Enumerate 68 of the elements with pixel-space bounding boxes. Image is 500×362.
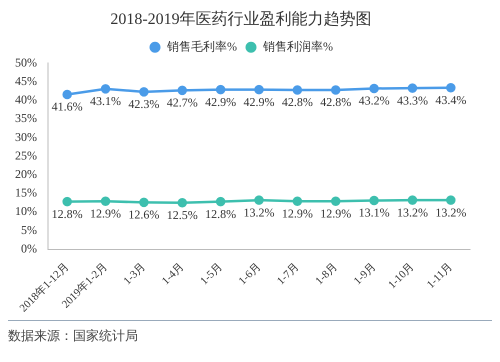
point: [254, 195, 264, 205]
data-label: 43.2%: [358, 94, 390, 108]
data-label: 12.8%: [205, 206, 236, 221]
data-label: 43.1%: [90, 94, 122, 108]
point: [330, 85, 340, 95]
x-tick-label: 1-4月: [160, 260, 186, 288]
data-label: 13.2%: [396, 205, 428, 220]
source-note: 数据来源：国家统计局: [8, 327, 139, 345]
y-tick-label: 50%: [14, 55, 37, 70]
point: [408, 195, 418, 205]
point: [178, 198, 188, 208]
data-label: 43.4%: [435, 92, 466, 107]
point: [254, 84, 264, 94]
y-tick-label: 45%: [14, 74, 37, 88]
y-tick-label: 20%: [14, 167, 37, 182]
point: [292, 85, 302, 95]
data-label: 42.9%: [205, 94, 236, 109]
point: [216, 196, 226, 206]
data-label: 12.9%: [320, 206, 352, 220]
data-label: 12.5%: [166, 208, 198, 222]
point: [408, 83, 418, 93]
data-label: 13.1%: [358, 206, 390, 220]
y-tick-label: 25%: [14, 148, 37, 162]
y-tick-label: 5%: [20, 222, 37, 237]
point: [62, 90, 72, 100]
point: [369, 84, 379, 94]
point: [446, 83, 456, 93]
point: [369, 196, 379, 206]
data-label: 12.8%: [52, 206, 83, 221]
y-tick-label: 10%: [14, 204, 37, 218]
data-label: 13.2%: [435, 205, 466, 220]
point: [100, 196, 110, 206]
point: [62, 196, 72, 206]
x-tick-label: 1-11月: [424, 260, 455, 291]
point: [178, 86, 188, 96]
data-label: 42.9%: [244, 94, 274, 109]
y-tick-label: 30%: [14, 130, 37, 144]
point: [292, 196, 302, 206]
data-label: 42.8%: [320, 95, 352, 110]
data-label: 41.6%: [52, 100, 83, 114]
point: [216, 84, 226, 94]
data-label: 12.9%: [90, 206, 122, 220]
data-label: 43.3%: [396, 93, 428, 108]
point: [446, 195, 456, 205]
legend-label: 销售毛利率%: [166, 39, 238, 54]
point: [139, 198, 149, 208]
data-label: 12.6%: [128, 208, 160, 222]
x-tick-label: 1-6月: [236, 260, 264, 288]
y-tick-label: 35%: [14, 111, 37, 126]
x-tick-label: 1-5月: [198, 260, 225, 288]
x-tick-label: 1-7月: [274, 260, 302, 288]
x-tick-label: 1-8月: [313, 260, 340, 288]
x-tick-label: 1-3月: [121, 260, 148, 288]
point: [100, 84, 110, 94]
y-tick-label: 15%: [14, 186, 37, 200]
x-tick-label: 1-10月: [386, 260, 417, 292]
point: [330, 196, 340, 206]
data-label: 42.7%: [166, 96, 198, 110]
y-tick-label: 40%: [14, 92, 37, 107]
x-tick-label: 1-9月: [352, 260, 378, 288]
data-label: 12.9%: [282, 206, 313, 220]
data-label: 42.3%: [128, 97, 160, 112]
data-label: 42.8%: [282, 95, 313, 110]
chart-title: 2018-2019年医药行业盈利能力趋势图: [110, 10, 372, 28]
point: [139, 87, 149, 97]
y-tick-label: 0%: [20, 241, 37, 256]
legend-label: 销售利润率%: [262, 39, 333, 54]
data-label: 13.2%: [244, 205, 274, 220]
